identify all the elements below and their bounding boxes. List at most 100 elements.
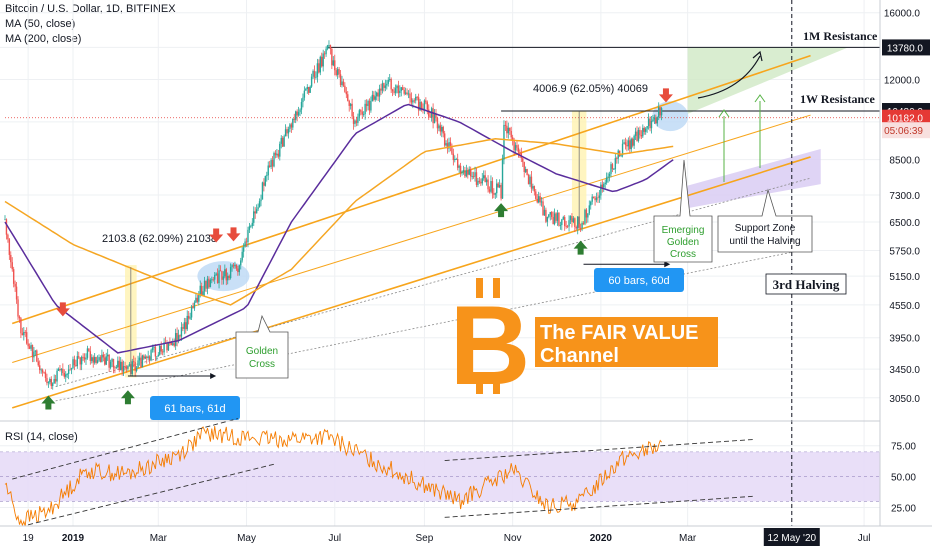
- candle-body: [173, 343, 175, 346]
- candle-body: [182, 327, 184, 329]
- candle-body: [206, 278, 209, 289]
- candle-body: [135, 367, 138, 371]
- candle-body: [79, 357, 81, 365]
- candle-body: [209, 279, 212, 288]
- candle-body: [433, 114, 436, 124]
- halving-label: 3rd Halving: [773, 277, 840, 292]
- projection-curve-head: [752, 50, 763, 62]
- candle-body: [12, 269, 15, 284]
- candle-body: [144, 356, 146, 359]
- price-tick-label: 8500.0: [889, 156, 920, 167]
- projection-arrow-1-head: [718, 109, 730, 118]
- candle-body: [585, 209, 588, 218]
- candle-body: [506, 125, 508, 134]
- candle-body: [82, 356, 84, 358]
- candle-body: [281, 137, 284, 147]
- candle-body: [14, 283, 16, 287]
- candle-body: [584, 209, 586, 224]
- candle-body: [24, 332, 26, 333]
- candle-body: [439, 125, 442, 132]
- candle-body: [458, 165, 460, 168]
- candle-body: [335, 70, 337, 76]
- candle-body: [305, 88, 307, 91]
- candle-body: [336, 69, 339, 76]
- rsi-trend-upper-left: [12, 418, 238, 480]
- candle-body: [481, 178, 483, 184]
- candle-body: [222, 276, 225, 280]
- candle-body: [441, 126, 443, 132]
- candle-body: [545, 209, 547, 222]
- candle-body: [548, 214, 550, 217]
- golden-cross-label-1: Golden: [246, 346, 278, 357]
- candle-body: [623, 142, 625, 144]
- candle-body: [10, 254, 12, 263]
- candle-body: [417, 97, 420, 111]
- candle-body: [631, 138, 634, 146]
- candle-body: [43, 372, 45, 374]
- candle-body: [594, 197, 596, 201]
- candle-body: [247, 229, 249, 243]
- candle-body: [325, 48, 327, 55]
- candle-body: [348, 100, 350, 106]
- resistance-1w-label: 1W Resistance: [800, 92, 875, 106]
- candle-body: [361, 111, 363, 115]
- candle-body: [639, 130, 641, 136]
- candle-body: [442, 126, 444, 134]
- candle-body: [571, 216, 573, 222]
- candle-body: [438, 125, 440, 129]
- candle-body: [613, 169, 615, 170]
- candle-body: [274, 152, 277, 156]
- up-marker: [494, 203, 509, 218]
- candle-body: [581, 223, 583, 229]
- candle-body: [214, 275, 216, 280]
- candle-body: [367, 100, 369, 106]
- rsi-tick-label: 50.00: [891, 473, 916, 484]
- candle-body: [472, 176, 475, 177]
- candle-body: [5, 219, 8, 235]
- candle-body: [351, 103, 353, 117]
- candle-body: [216, 273, 219, 284]
- candle-body: [157, 354, 160, 357]
- candle-body: [270, 159, 272, 167]
- candle-body: [293, 118, 295, 120]
- candle-body: [582, 223, 585, 224]
- candle-body: [616, 158, 618, 159]
- candle-body: [568, 220, 570, 227]
- candle-body: [386, 83, 388, 86]
- candle-body: [286, 129, 288, 134]
- overlay-back: [5, 46, 880, 409]
- emerging-cross-callout: [653, 159, 713, 263]
- candle-body: [402, 87, 404, 91]
- candle-body: [611, 164, 614, 170]
- candle-body: [487, 179, 489, 190]
- candle-body: [642, 127, 644, 137]
- candle-body: [475, 172, 478, 185]
- candle-body: [467, 170, 469, 175]
- emerging-cross-label-1: Emerging: [662, 225, 705, 236]
- candle-body: [176, 333, 178, 341]
- candle-body: [373, 94, 375, 100]
- candle-body: [627, 140, 630, 147]
- candle-body: [659, 107, 661, 116]
- candle-body: [329, 45, 332, 49]
- candle-body: [354, 120, 356, 124]
- cross-highlight-right: [652, 101, 689, 132]
- candle-body: [364, 103, 366, 115]
- candle-body: [75, 365, 77, 367]
- candle-body: [89, 351, 92, 361]
- candle-body: [456, 158, 459, 168]
- rsi-title: RSI (14, close): [5, 431, 78, 443]
- candle-body: [564, 217, 566, 226]
- candle-body: [66, 373, 68, 375]
- candle-body: [559, 225, 562, 226]
- candle-body: [553, 213, 556, 225]
- candle-body: [302, 97, 304, 103]
- candle-body: [374, 96, 376, 100]
- candle-body: [224, 269, 226, 277]
- bitcoin-logo: B: [450, 283, 531, 408]
- candle-body: [219, 270, 222, 272]
- candle-body: [435, 114, 437, 119]
- candle-body: [404, 92, 407, 94]
- candle-body: [620, 155, 622, 157]
